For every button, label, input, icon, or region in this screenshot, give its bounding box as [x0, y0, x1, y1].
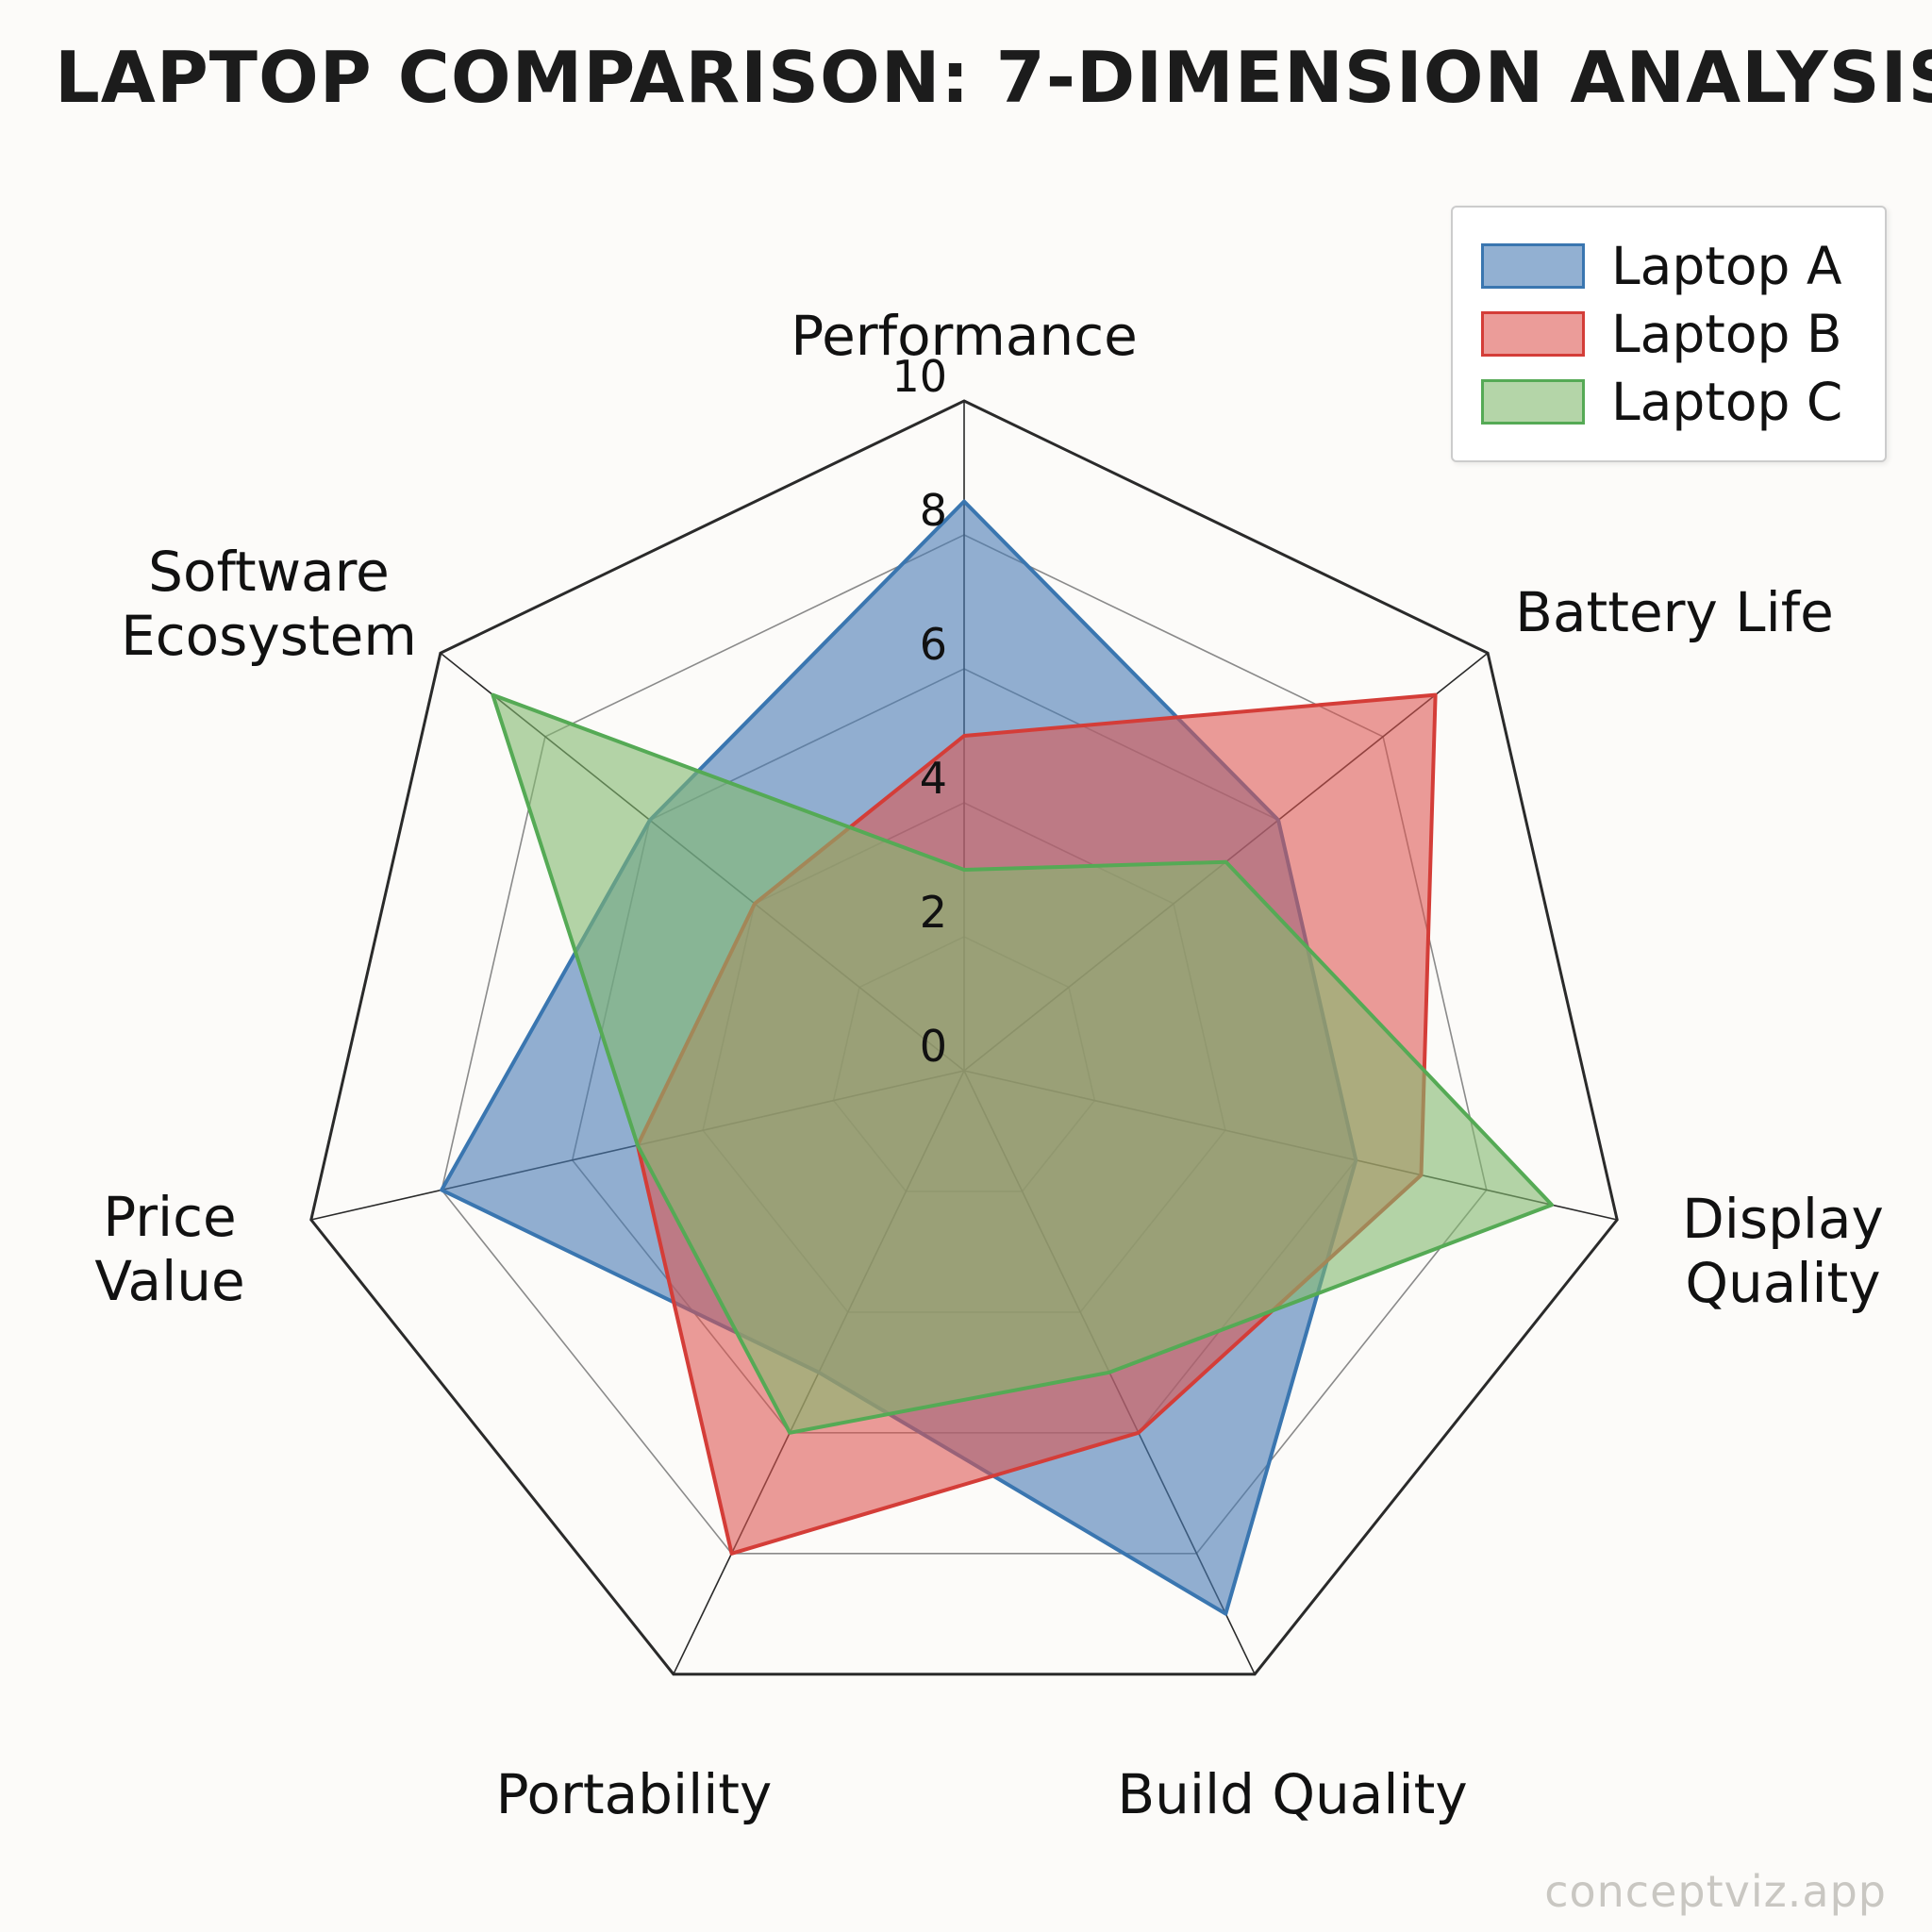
axis-label-battery-life: Battery Life — [1515, 580, 1834, 644]
watermark: conceptviz.app — [1544, 1866, 1887, 1917]
axis-label-portability: Portability — [495, 1762, 773, 1826]
legend-item-laptop-b: Laptop B — [1481, 300, 1857, 368]
legend-swatch-laptop-b — [1481, 311, 1585, 357]
legend-label: Laptop C — [1611, 372, 1843, 432]
radar-frame — [309, 399, 1619, 1676]
chart-title: LAPTOP COMPARISON: 7-DIMENSION ANALYSIS — [55, 36, 1932, 119]
legend-label: Laptop B — [1611, 304, 1842, 364]
legend-swatch-laptop-c — [1481, 379, 1585, 425]
radial-tick-label: 4 — [920, 753, 947, 804]
axis-label-software-ecosystem: Software Ecosystem — [121, 540, 417, 669]
radial-tick-label: 8 — [920, 485, 947, 536]
axis-label-display-quality: Display Quality — [1682, 1187, 1884, 1316]
legend-swatch-laptop-a — [1481, 243, 1585, 289]
radial-tick-label: 0 — [920, 1021, 947, 1072]
axis-label-performance: Performance — [791, 304, 1138, 368]
legend-item-laptop-c: Laptop C — [1481, 368, 1857, 436]
radial-tick-label: 2 — [920, 887, 947, 938]
axis-label-build-quality: Build Quality — [1117, 1762, 1468, 1826]
radial-tick-label: 6 — [920, 619, 947, 670]
series-polygon-laptop-c — [491, 692, 1554, 1435]
radial-tick-label: 10 — [891, 351, 947, 402]
legend-item-laptop-a: Laptop A — [1481, 232, 1857, 300]
legend-label: Laptop A — [1611, 236, 1842, 296]
legend: Laptop A Laptop B Laptop C — [1451, 206, 1887, 462]
axis-label-price-value: Price Value — [94, 1185, 245, 1314]
